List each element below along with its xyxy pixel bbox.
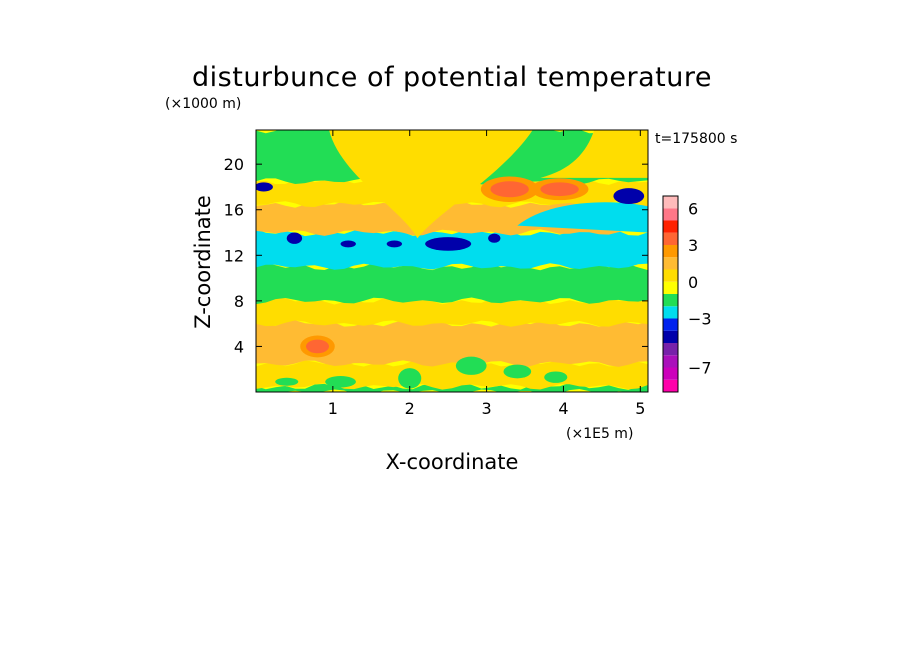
field-blob [540, 182, 579, 197]
surface-patch [325, 376, 356, 388]
colorbar-segment [663, 343, 678, 356]
field-blob [305, 339, 330, 354]
plot-frame [255, 129, 649, 393]
surface-patch [455, 356, 487, 375]
x-tick-label: 1 [328, 399, 338, 418]
colorbar-segment [663, 294, 678, 307]
y-axis-label: Z-coordinate [191, 195, 215, 329]
field-blob [386, 240, 403, 248]
field-band [256, 262, 648, 305]
field-blob [256, 182, 273, 192]
time-label: t=175800 s [655, 131, 737, 147]
colorbar-tick-label: 0 [688, 273, 698, 292]
colorbar-segment [663, 318, 678, 331]
field-band [256, 320, 648, 367]
colorbar-tick-label: −7 [688, 359, 712, 378]
colorbar-segment [663, 306, 678, 319]
plot-area [256, 130, 648, 392]
field-blob [490, 181, 529, 198]
colorbar-tick-label: 3 [688, 236, 698, 255]
surface-patch [544, 371, 568, 383]
colorbar-tick-label: 6 [688, 199, 698, 218]
colorbar-segment [663, 257, 678, 270]
colorbar-segment [663, 208, 678, 221]
colorbar-segment [663, 269, 678, 282]
upper-fan [329, 130, 533, 239]
field-band [256, 297, 648, 327]
colorbar-segment [663, 367, 678, 380]
surface-patch [275, 377, 299, 386]
field-blobs [256, 176, 645, 358]
y-tick-label: 4 [234, 337, 244, 356]
y-tick-label: 20 [224, 155, 244, 174]
colorbar-segment [663, 245, 678, 258]
colorbar-segment [663, 379, 678, 392]
colorbar-segment [663, 355, 678, 368]
colorbar-segment [663, 196, 678, 209]
colorbar: 6 3 0 −3 −7 [662, 195, 712, 393]
colorbar-segment [663, 232, 678, 245]
surface-patch [503, 364, 532, 379]
colorbar-tick-label: −3 [688, 310, 712, 329]
x-tick-label: 4 [558, 399, 568, 418]
cyan-bulge [517, 202, 648, 233]
field-blob [340, 240, 356, 248]
colorbar-segment [663, 281, 678, 294]
colorbar-segment [663, 220, 678, 233]
y-tick-label: 16 [224, 201, 244, 220]
surface-patch [398, 368, 422, 389]
y-tick-label: 8 [234, 292, 244, 311]
field-blob [425, 237, 472, 251]
field-blob [488, 233, 501, 243]
x-axis: 1 2 3 4 5 [328, 130, 645, 418]
y-axis: 4 8 12 16 20 [224, 155, 648, 356]
upper-right-region [540, 130, 648, 178]
field-blob [286, 232, 303, 244]
y-tick-label: 12 [224, 246, 244, 265]
x-tick-label: 3 [481, 399, 491, 418]
x-tick-label: 2 [405, 399, 415, 418]
x-axis-label: X-coordinate [386, 450, 519, 474]
y-unit-label: (×1000 m) [165, 96, 241, 112]
field-structures [275, 130, 648, 389]
x-tick-label: 5 [635, 399, 645, 418]
field-blob [613, 188, 645, 205]
colorbar-segment [663, 330, 678, 343]
colorbar-frame [662, 195, 679, 393]
x-unit-label: (×1E5 m) [566, 426, 633, 442]
chart-title: disturbunce of potential temperature [192, 62, 712, 93]
